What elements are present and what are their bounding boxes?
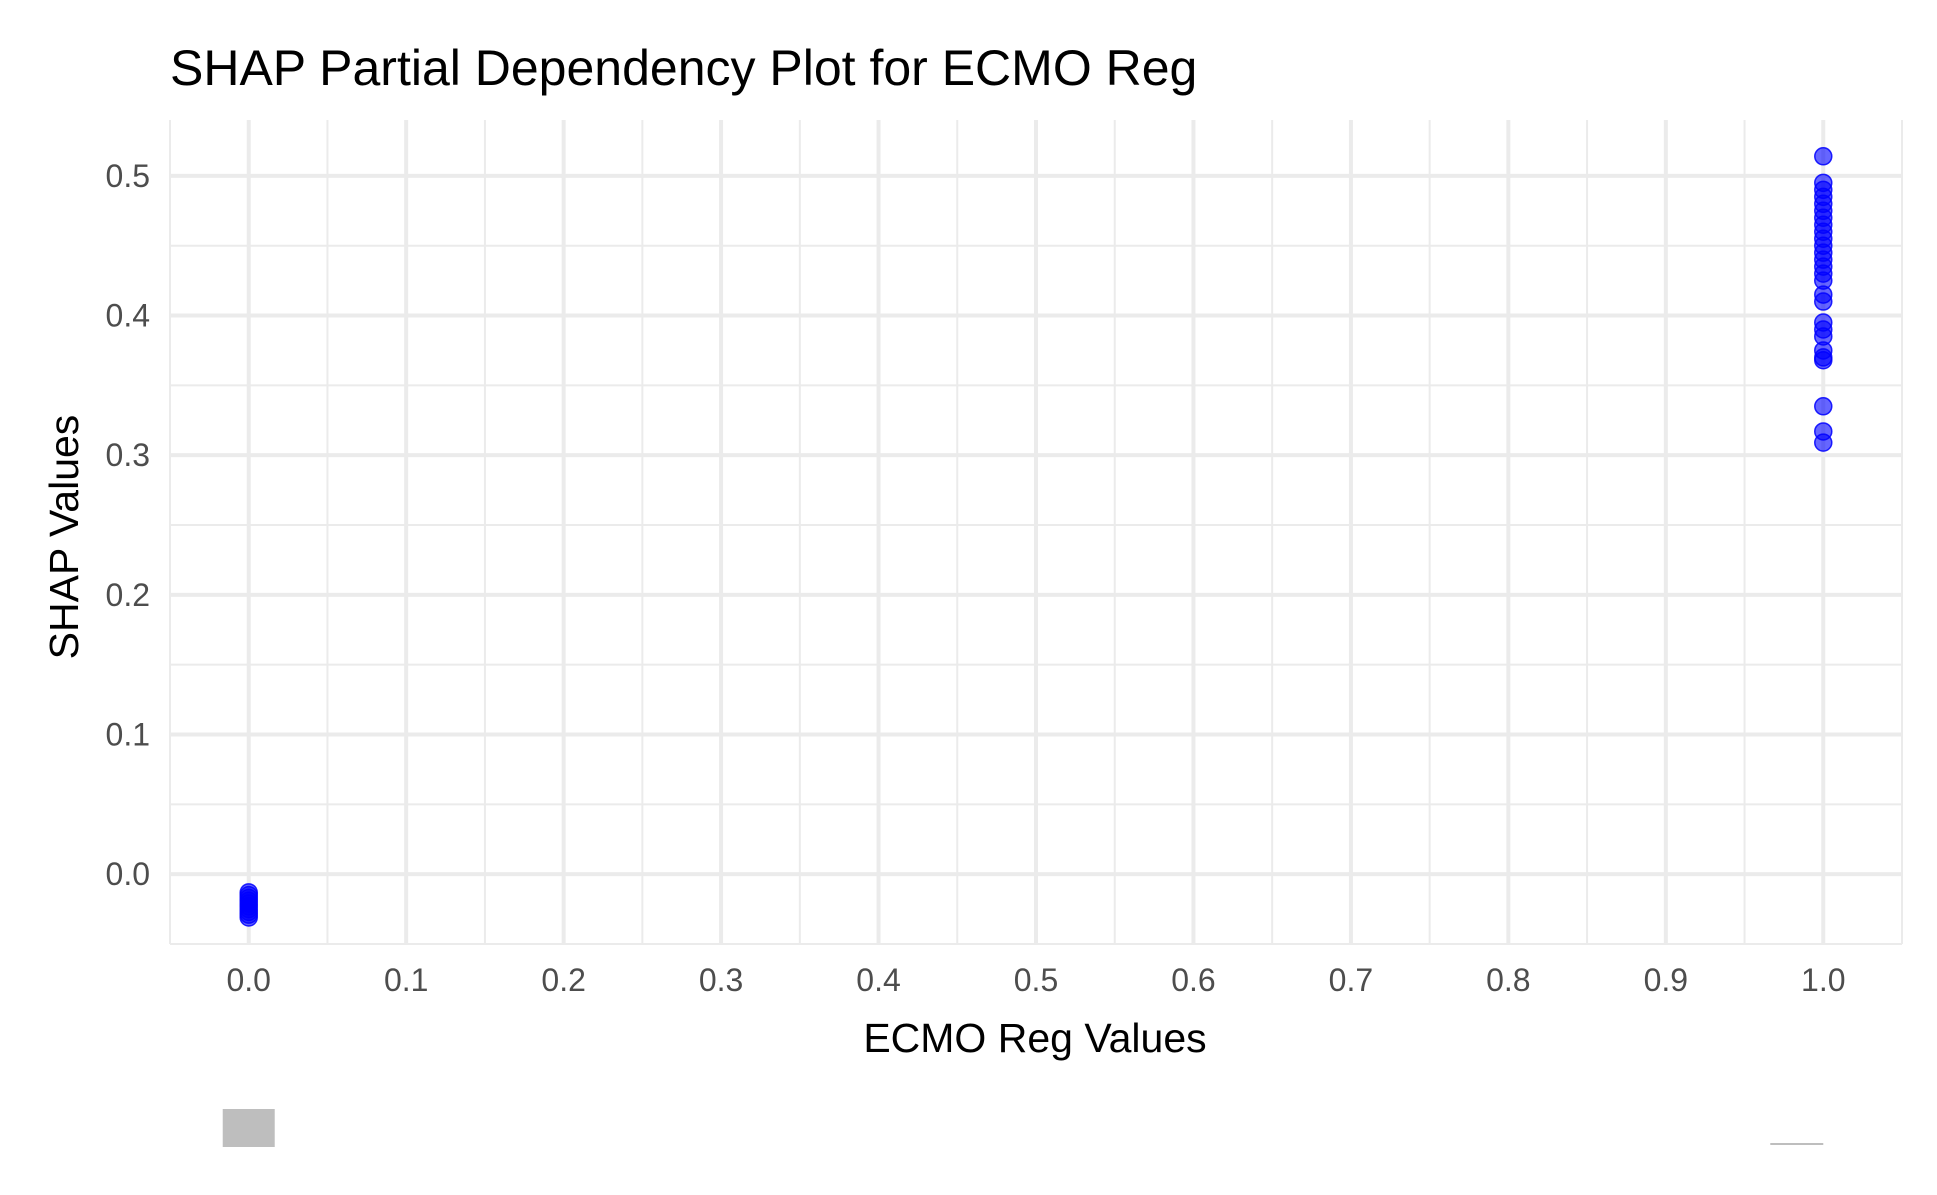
marginal-markers <box>222 1109 1824 1147</box>
grid-major <box>170 120 1902 944</box>
x-tick-label: 0.3 <box>699 962 743 998</box>
data-point <box>1814 433 1833 452</box>
x-tick-label: 1.0 <box>1801 962 1845 998</box>
x-tick-label: 0.9 <box>1644 962 1688 998</box>
x-tick-label: 0.8 <box>1486 962 1530 998</box>
data-point <box>1814 350 1833 370</box>
data-point <box>1814 292 1833 311</box>
x-tick-label: 0.5 <box>1014 962 1058 998</box>
data-point <box>1814 397 1833 416</box>
y-tick-label: 0.0 <box>106 856 150 892</box>
data-points <box>239 147 1833 927</box>
y-axis-title: SHAP Values <box>41 415 87 660</box>
x-tick-labels: 0.0 0.1 0.2 0.3 0.4 0.5 0.6 0.7 0.8 0.9 1.0 <box>226 962 1845 998</box>
marginal-bar-x0 <box>222 1109 275 1147</box>
chart-title: SHAP Partial Dependency Plot for ECMO Re… <box>170 40 1197 96</box>
y-tick-label: 0.2 <box>106 577 150 613</box>
y-tick-label: 0.5 <box>106 158 150 194</box>
data-point <box>239 908 258 927</box>
y-tick-label: 0.3 <box>106 437 150 473</box>
marginal-bar-x1 <box>1770 1143 1824 1145</box>
y-tick-label: 0.4 <box>106 298 150 334</box>
x-tick-label: 0.7 <box>1329 962 1373 998</box>
y-tick-label: 0.1 <box>106 717 150 753</box>
data-point <box>1814 147 1833 166</box>
x-axis-title: ECMO Reg Values <box>863 1015 1206 1061</box>
x-tick-label: 0.6 <box>1171 962 1215 998</box>
x-tick-label: 0.1 <box>384 962 428 998</box>
y-tick-labels: 0.0 0.1 0.2 0.3 0.4 0.5 <box>106 158 150 892</box>
x-tick-label: 0.0 <box>226 962 270 998</box>
x-tick-label: 0.4 <box>856 962 900 998</box>
x-tick-label: 0.2 <box>541 962 585 998</box>
